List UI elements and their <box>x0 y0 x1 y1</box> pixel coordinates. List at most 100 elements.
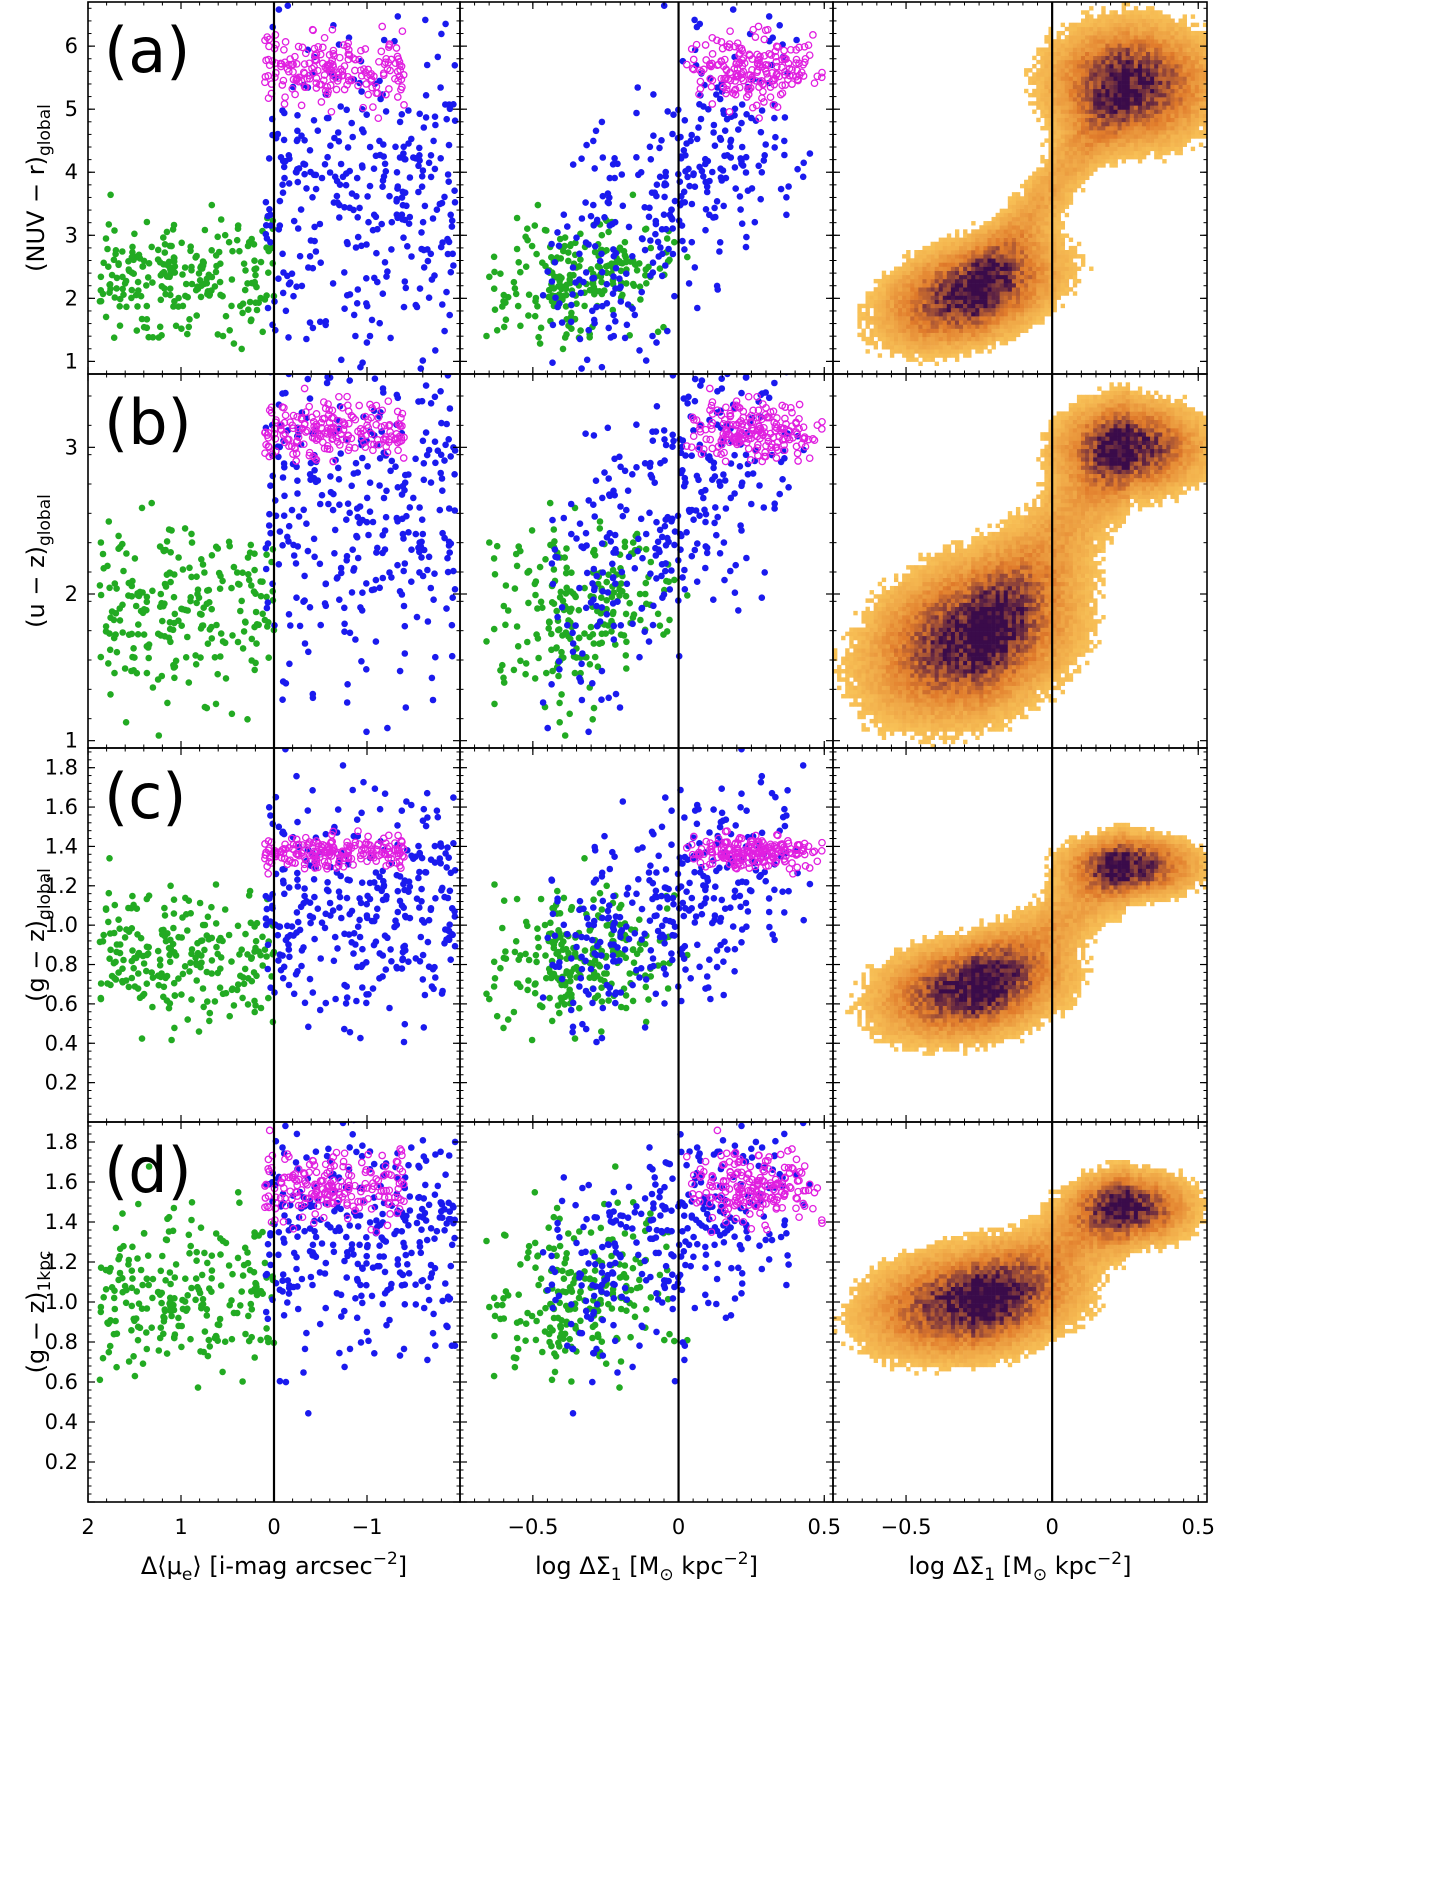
magenta-ring-point <box>792 59 800 67</box>
blue-point <box>344 500 352 508</box>
green-point <box>259 610 267 618</box>
green-point <box>563 545 570 552</box>
green-point <box>502 582 510 589</box>
green-point <box>212 920 220 927</box>
magenta-ring-point <box>755 114 763 123</box>
blue-point <box>262 544 270 552</box>
green-point <box>171 610 179 618</box>
green-point <box>112 958 119 966</box>
blue-point <box>381 790 389 797</box>
magenta-ring-point <box>261 428 270 437</box>
green-point <box>161 904 168 912</box>
blue-point <box>363 1252 371 1260</box>
blue-point <box>365 991 372 998</box>
blue-point <box>402 156 409 163</box>
green-point <box>515 259 522 266</box>
blue-point <box>610 892 617 900</box>
green-point <box>157 296 165 304</box>
green-point <box>148 1324 155 1331</box>
blue-point <box>405 958 412 965</box>
green-point <box>178 325 185 333</box>
blue-point <box>578 953 585 961</box>
blue-point <box>400 1038 408 1046</box>
green-point <box>166 625 174 633</box>
green-point <box>157 1324 165 1331</box>
magenta-ring-point <box>343 80 351 89</box>
blue-point <box>339 1122 347 1127</box>
blue-point <box>654 927 662 935</box>
green-point <box>558 691 565 698</box>
blue-point <box>572 279 579 286</box>
blue-point <box>326 169 334 176</box>
magenta-ring-point <box>792 55 801 64</box>
blue-point <box>410 494 417 502</box>
blue-point <box>337 564 345 572</box>
blue-point <box>358 162 366 169</box>
green-point <box>596 288 603 295</box>
blue-point <box>372 576 380 584</box>
blue-point <box>353 174 361 182</box>
green-point <box>129 947 136 954</box>
green-point <box>214 670 221 678</box>
green-point <box>512 938 520 945</box>
blue-point <box>275 823 283 831</box>
green-point <box>603 578 610 586</box>
green-point <box>528 242 536 250</box>
blue-point <box>783 348 790 355</box>
blue-point <box>578 965 586 973</box>
magenta-ring-point <box>265 452 274 461</box>
blue-point <box>693 578 701 585</box>
blue-point <box>781 455 788 462</box>
green-point <box>586 286 594 294</box>
blue-point <box>612 999 619 1007</box>
blue-point <box>611 455 618 463</box>
green-point <box>622 592 630 600</box>
green-point <box>113 1363 120 1371</box>
magenta-ring-point <box>330 428 339 437</box>
green-point <box>234 1254 242 1262</box>
blue-point <box>662 262 669 269</box>
blue-point <box>662 168 669 176</box>
blue-point <box>785 183 792 190</box>
green-point <box>228 710 236 718</box>
blue-point <box>657 244 664 251</box>
green-point <box>491 268 498 276</box>
green-point <box>562 303 570 310</box>
blue-point <box>424 257 432 265</box>
magenta-ring-point <box>281 438 289 447</box>
green-point <box>128 1327 135 1334</box>
magenta-ring-point <box>361 443 370 452</box>
blue-point <box>636 347 643 354</box>
blue-point <box>331 526 339 534</box>
green-point <box>149 587 156 595</box>
green-point <box>121 665 129 672</box>
blue-point <box>771 379 778 387</box>
magenta-ring-point <box>301 408 310 416</box>
blue-point <box>800 159 807 167</box>
magenta-ring-point <box>334 416 343 425</box>
green-point <box>545 286 553 294</box>
blue-point <box>421 202 429 210</box>
blue-point <box>354 1260 362 1268</box>
magenta-ring-point <box>340 62 349 70</box>
blue-point <box>423 451 431 459</box>
blue-point <box>358 658 365 665</box>
blue-point <box>422 429 430 436</box>
blue-point <box>590 904 597 911</box>
green-point <box>570 271 577 279</box>
blue-point <box>560 514 568 522</box>
blue-point <box>604 198 612 206</box>
green-point <box>241 618 249 625</box>
blue-point <box>300 944 307 951</box>
blue-point <box>312 248 320 255</box>
blue-point <box>446 311 454 319</box>
green-point <box>134 1323 142 1331</box>
green-point <box>534 605 541 612</box>
green-point <box>500 323 508 331</box>
blue-point <box>323 886 331 894</box>
green-point <box>213 943 220 951</box>
green-point <box>102 623 110 630</box>
blue-point <box>376 455 384 462</box>
green-point <box>187 1242 194 1250</box>
green-point <box>261 1259 269 1267</box>
